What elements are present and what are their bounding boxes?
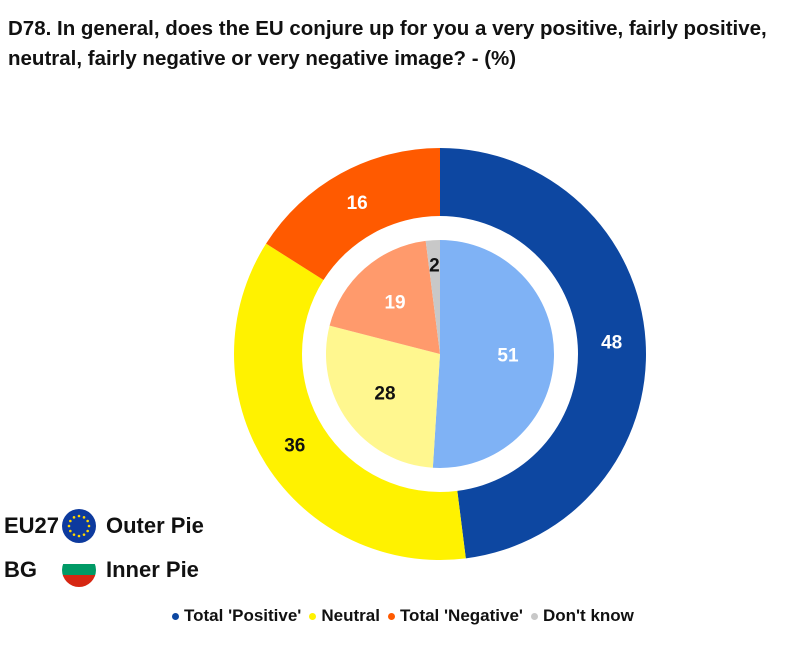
legend-item-dont-know: Don't know <box>530 606 634 626</box>
outer-label-negative: 16 <box>347 193 368 214</box>
eu-star <box>82 533 86 536</box>
legend-item-neutral: Neutral <box>309 606 380 626</box>
legend-label: Don't know <box>542 606 634 625</box>
series-code: BG <box>4 557 37 582</box>
outer-label-neutral: 36 <box>284 436 305 457</box>
side-legend: EU27 Outer Pie BG Inner Pie <box>4 504 204 592</box>
inner-slice-positive <box>432 240 554 468</box>
eu-flag-icon <box>62 509 96 543</box>
outer-slice-positive <box>440 148 647 559</box>
eu-star <box>72 516 76 519</box>
side-legend-eu27: EU27 Outer Pie <box>4 504 204 548</box>
eu-star <box>67 524 71 528</box>
legend-dot <box>309 612 317 620</box>
legend-item-positive: Total 'Positive' <box>172 606 301 626</box>
legend-dot <box>387 612 395 620</box>
eu-star <box>69 519 72 523</box>
inner-label-dont-know: 2 <box>429 256 440 277</box>
outer-slice-negative <box>266 148 440 281</box>
eu-star <box>82 516 86 519</box>
side-legend-bg: BG Inner Pie <box>4 548 204 592</box>
inner-pie-bg <box>326 240 554 468</box>
outer-slice-neutral <box>233 243 466 560</box>
category-legend: Total 'Positive' Neutral Total 'Negative… <box>172 606 642 626</box>
inner-label-positive: 51 <box>497 346 519 367</box>
outer-ring-eu27 <box>233 148 647 560</box>
eu-star <box>77 534 81 538</box>
eu-star <box>77 514 81 518</box>
eu-star <box>69 529 72 533</box>
inner-slice-dont-know <box>425 240 440 354</box>
bulgaria-flag-icon <box>62 553 96 587</box>
series-label: Inner Pie <box>106 557 199 582</box>
outer-label-positive: 48 <box>601 333 622 354</box>
inner-label-negative: 19 <box>384 292 405 313</box>
legend-label: Neutral <box>321 606 380 625</box>
eu-star <box>86 519 89 523</box>
legend-dot <box>172 612 179 620</box>
eu-star <box>86 529 89 533</box>
slice-labels: 48 36 16 51 28 19 2 <box>284 193 622 457</box>
series-label: Outer Pie <box>106 513 204 538</box>
legend-label: Total 'Positive' <box>184 606 302 625</box>
legend-dot <box>530 612 538 620</box>
series-code: EU27 <box>4 513 60 538</box>
legend-item-negative: Total 'Negative' <box>387 606 523 626</box>
inner-slice-neutral <box>326 325 440 468</box>
eu-star <box>72 533 76 536</box>
inner-slice-negative <box>329 240 440 354</box>
legend-label: Total 'Negative' <box>399 606 523 625</box>
eu-star <box>87 524 91 528</box>
inner-label-neutral: 28 <box>374 383 395 404</box>
chart-title: D78. In general, does the EU conjure up … <box>8 17 767 70</box>
